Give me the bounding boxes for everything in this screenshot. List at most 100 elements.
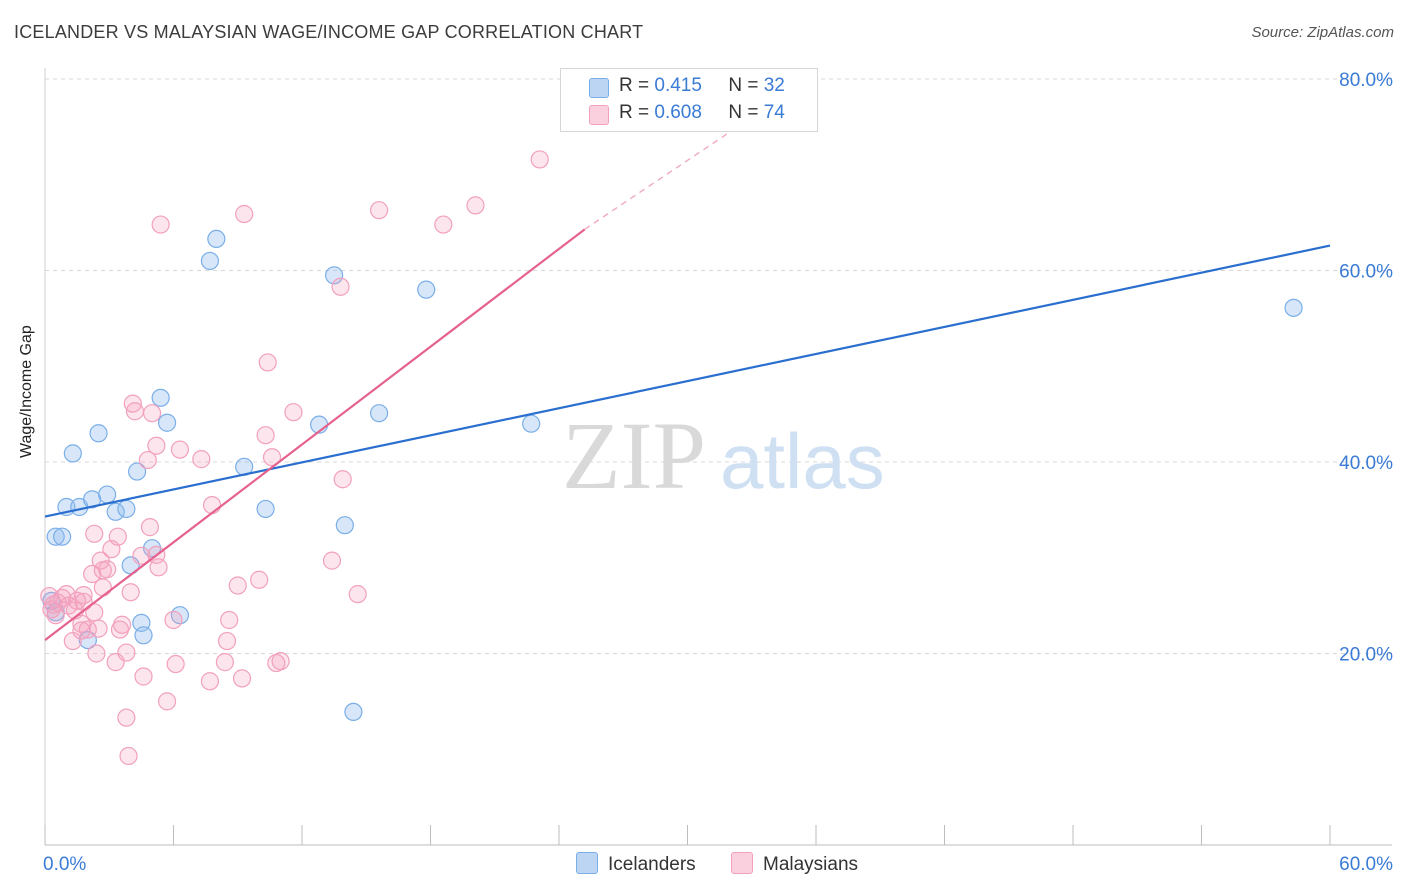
- malaysian-point: [151, 215, 170, 234]
- icelander-point: [98, 485, 117, 504]
- legend-label-malaysians: Malaysians: [763, 854, 859, 875]
- malaysian-point: [164, 610, 183, 630]
- malaysian-point: [331, 277, 350, 296]
- icelander-point: [78, 630, 97, 650]
- malaysian-point: [217, 631, 237, 651]
- malaysian-point: [348, 585, 367, 604]
- malaysian-point: [74, 585, 93, 605]
- source-credit: Source: ZipAtlas.com: [1251, 24, 1394, 41]
- malaysian-point: [149, 558, 168, 577]
- icelander-point: [117, 499, 136, 519]
- icelander-point: [127, 462, 147, 481]
- y-tick-label: 20.0%: [1339, 645, 1393, 666]
- icelander-point: [63, 444, 82, 463]
- icelander-point: [325, 266, 344, 285]
- icelander-point: [53, 527, 72, 546]
- malaysian-point: [132, 546, 151, 565]
- legend-swatch-pink: [589, 105, 609, 125]
- icelander-point: [256, 499, 275, 519]
- malaysian-point: [192, 450, 211, 469]
- y-tick-label: 60.0%: [1339, 262, 1393, 283]
- icelander-trend-line: [44, 244, 1331, 518]
- chart-title: ICELANDER VS MALAYSIAN WAGE/INCOME GAP C…: [14, 22, 644, 42]
- malaysian-point: [220, 610, 239, 630]
- data-points: [40, 150, 1303, 766]
- malaysian-point: [250, 570, 269, 589]
- malaysian-point: [98, 560, 117, 579]
- icelander-point: [335, 516, 354, 535]
- malaysian-point: [466, 196, 485, 215]
- malaysian-point: [117, 708, 136, 727]
- malaysian-trend-line: [44, 228, 586, 641]
- legend-n-label: N =: [728, 102, 759, 123]
- y-tick-label: 80.0%: [1339, 70, 1393, 91]
- bottom-legend-malaysians: Malaysians: [731, 852, 858, 876]
- icelander-point: [200, 251, 220, 271]
- malaysian-point: [119, 746, 138, 766]
- malaysian-point: [89, 619, 108, 638]
- malaysian-point: [200, 672, 220, 691]
- gridlines: [45, 78, 1392, 654]
- legend-r-label: R =: [619, 75, 650, 96]
- malaysian-point: [284, 403, 303, 422]
- malaysian-point: [112, 615, 132, 634]
- icelander-point: [46, 527, 65, 546]
- malaysian-point: [170, 440, 190, 459]
- malaysian-point: [232, 669, 252, 688]
- watermark-zip: ZIP: [562, 402, 706, 509]
- bottom-legend-icelanders: Icelanders: [576, 852, 696, 876]
- legend-r-value: 0.415: [654, 75, 702, 96]
- icelander-point: [344, 702, 363, 722]
- legend-swatch-blue: [589, 78, 609, 98]
- legend-swatch-blue: [576, 852, 598, 874]
- icelander-point: [370, 404, 389, 423]
- malaysian-point: [134, 667, 153, 686]
- malaysian-point: [370, 201, 389, 220]
- malaysian-point: [108, 527, 127, 546]
- malaysian-point: [117, 643, 136, 662]
- legend-r-value: 0.608: [654, 102, 702, 123]
- x-tick-label: 0.0%: [43, 854, 86, 875]
- x-tick-label: 60.0%: [1339, 854, 1393, 875]
- malaysian-point: [228, 576, 247, 595]
- trend-lines: [44, 116, 1331, 641]
- malaysian-point: [157, 692, 177, 711]
- malaysian-point: [140, 518, 160, 537]
- malaysian-point: [202, 495, 222, 515]
- malaysian-point: [235, 204, 254, 224]
- tick-labels: 20.0% 40.0% 60.0% 80.0% 0.0% 60.0%: [43, 70, 1393, 875]
- legend-n-value: 74: [763, 102, 785, 123]
- icelander-point: [417, 280, 436, 299]
- legend-r-label: R =: [619, 102, 650, 123]
- watermark-atlas: atlas: [720, 417, 885, 505]
- malaysian-point: [434, 215, 453, 234]
- legend-n-label: N =: [728, 75, 759, 96]
- icelander-point: [1284, 298, 1303, 317]
- malaysian-point: [147, 436, 166, 455]
- malaysian-point: [215, 653, 234, 672]
- icelander-point: [134, 626, 153, 645]
- malaysian-point: [262, 448, 282, 467]
- axes: [44, 68, 1392, 846]
- legend-label-icelanders: Icelanders: [608, 854, 696, 875]
- y-tick-label: 40.0%: [1339, 453, 1393, 474]
- malaysian-point: [333, 470, 352, 489]
- malaysian-point: [125, 402, 145, 421]
- malaysian-point: [256, 426, 275, 445]
- malaysian-point: [87, 644, 106, 663]
- malaysian-point: [258, 353, 277, 372]
- malaysian-trend-extension: [584, 116, 753, 230]
- malaysian-point: [322, 551, 342, 570]
- stats-legend: R = 0.415 N = 32 R = 0.608 N = 74: [560, 68, 818, 132]
- icelander-point: [522, 414, 541, 433]
- malaysian-point: [166, 654, 185, 674]
- legend-n-value: 32: [763, 75, 785, 96]
- malaysian-point: [271, 652, 290, 671]
- malaysian-point: [85, 524, 104, 543]
- icelander-point: [157, 413, 177, 432]
- icelander-point: [89, 424, 108, 443]
- malaysian-point: [142, 404, 162, 423]
- malaysian-point: [138, 450, 157, 470]
- malaysian-point: [93, 578, 112, 597]
